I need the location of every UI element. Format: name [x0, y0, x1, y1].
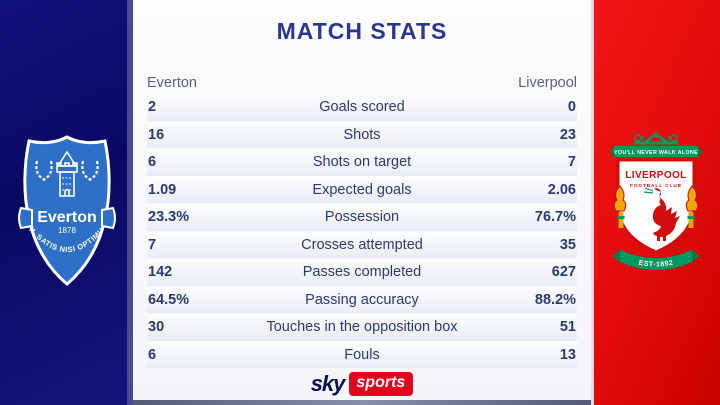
home-value: 142: [148, 264, 173, 281]
away-value: 23: [559, 126, 576, 143]
tower-icon: [55, 150, 78, 197]
team-header-row: Everton Liverpool: [147, 72, 577, 94]
sky-sports-logo: sky sports: [147, 369, 577, 405]
home-value: 16: [148, 126, 165, 143]
everton-name-label: Everton: [37, 209, 97, 226]
right-edge-strip: [591, 0, 594, 405]
torch-icon: [685, 185, 698, 228]
away-team-label: Liverpool: [518, 75, 577, 91]
liverpool-banner-label: YOU'LL NEVER WALK ALONE: [614, 150, 698, 156]
table-row: 1.09 Expected goals 2.06: [147, 176, 577, 203]
away-value: 35: [559, 236, 576, 253]
torch-icon: [613, 185, 626, 228]
page-title: MATCH STATS: [276, 18, 448, 44]
stat-label: Passes completed: [302, 264, 422, 281]
liverpool-side-panel: YOU'LL NEVER WALK ALONE LIVERPOOL FOOTBA…: [591, 0, 720, 405]
home-value: 1.09: [148, 181, 177, 198]
table-row: 6 Shots on target 7: [147, 149, 577, 176]
stat-label: Fouls: [344, 346, 380, 363]
home-value: 64.5%: [148, 291, 190, 308]
away-value: 627: [551, 264, 576, 281]
away-value: 51: [559, 319, 576, 336]
home-value: 30: [148, 319, 165, 336]
gates-icon: [633, 132, 678, 145]
away-value: 76.7%: [534, 209, 576, 226]
table-row: 64.5% Passing accuracy 88.2%: [147, 286, 577, 313]
liverpool-subtitle-label: FOOTBALL CLUB: [630, 183, 682, 188]
home-value: 7: [148, 236, 157, 253]
sky-logo-text: sky: [310, 371, 346, 396]
sports-logo-badge: sports: [349, 372, 414, 396]
away-value: 7: [567, 154, 576, 171]
stat-label: Goals scored: [319, 99, 405, 116]
stat-label: Shots on target: [312, 154, 412, 171]
stat-label: Passing accuracy: [305, 291, 419, 308]
table-row: 23.3% Possession 76.7%: [147, 204, 577, 231]
svg-text:EST·1892: EST·1892: [637, 260, 673, 269]
stat-label: Expected goals: [312, 181, 412, 198]
away-value: 0: [567, 99, 576, 116]
match-stats-panel: MATCH STATS Everton Liverpool 2 Goals sc…: [133, 0, 591, 405]
liverpool-crest-icon: YOU'LL NEVER WALK ALONE LIVERPOOL FOOTBA…: [609, 132, 702, 271]
home-team-label: Everton: [147, 75, 197, 91]
laurel-wreath-icon: [34, 160, 99, 182]
away-value: 13: [559, 346, 576, 363]
liverpool-name-label: LIVERPOOL: [625, 170, 686, 181]
everton-founded-label: 1878: [58, 226, 76, 235]
table-row: 30 Touches in the opposition box 51: [147, 314, 577, 341]
away-value: 88.2%: [534, 291, 576, 308]
stats-table: 2 Goals scored 0 16 Shots 23 6 Shots on …: [147, 94, 577, 369]
bottom-shadow-strip: [133, 400, 591, 405]
liver-bird-icon: [643, 187, 680, 241]
table-row: 16 Shots 23: [147, 121, 577, 148]
stat-label: Possession: [324, 209, 400, 226]
table-row: 6 Fouls 13: [147, 341, 577, 368]
home-value: 6: [148, 154, 157, 171]
away-value: 2.06: [547, 181, 576, 198]
stat-label: Crosses attempted: [301, 236, 423, 253]
stat-label: Shots: [343, 126, 381, 143]
table-row: 142 Passes completed 627: [147, 259, 577, 286]
table-row: 7 Crosses attempted 35: [147, 231, 577, 258]
liverpool-est-label: EST·1892: [637, 260, 673, 269]
home-value: 2: [148, 99, 157, 116]
left-edge-strip: [127, 0, 133, 405]
home-value: 23.3%: [148, 209, 190, 226]
home-value: 6: [148, 346, 157, 363]
stat-label: Touches in the opposition box: [266, 319, 458, 336]
table-row: 2 Goals scored 0: [147, 94, 577, 121]
